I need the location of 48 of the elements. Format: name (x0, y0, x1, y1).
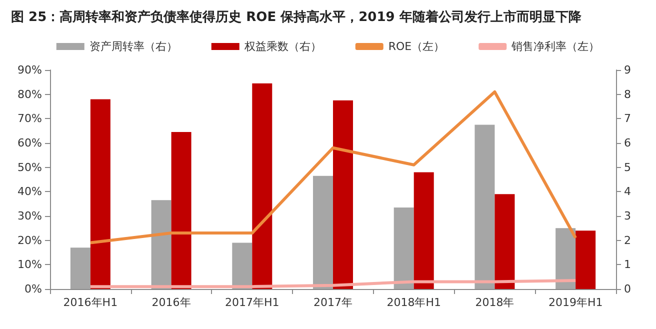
bar (313, 176, 333, 289)
y-tick-label: 30% (18, 210, 42, 222)
bar (494, 194, 515, 289)
x-tick-label: 2019年H1 (548, 296, 603, 309)
y2-tick-label: 8 (624, 88, 631, 101)
y-tick-label: 20% (18, 234, 42, 247)
y2-tick-label: 9 (624, 64, 631, 76)
y-tick-label: 0% (24, 282, 42, 296)
bar (90, 99, 110, 289)
y2-tick-label: 6 (624, 136, 631, 150)
y2-tick-label: 3 (624, 210, 631, 222)
y-tick-label: 50% (18, 160, 42, 174)
bar (232, 242, 252, 289)
bar (171, 132, 192, 289)
bar (474, 124, 495, 289)
y2-tick-label: 2 (624, 234, 631, 247)
bar (70, 248, 90, 289)
y2-tick-label: 0 (624, 282, 631, 296)
bar (333, 100, 353, 289)
x-tick-label: 2017年 (314, 296, 352, 309)
bar (252, 83, 272, 289)
line-series (88, 278, 578, 288)
x-tick-label: 2017年H1 (225, 296, 280, 309)
x-tick-label: 2018年 (475, 296, 514, 309)
legend-label: 资产周转率（右） (89, 40, 178, 53)
y2-tick-label: 1 (624, 258, 631, 272)
y-tick-label: 40% (18, 185, 42, 198)
legend-label: 权益乘数（右） (243, 40, 322, 53)
bar (556, 228, 576, 289)
bar (151, 200, 172, 289)
y2-tick-label: 7 (624, 112, 631, 126)
bar (394, 207, 414, 289)
y-tick-label: 60% (18, 136, 42, 150)
bar (414, 172, 434, 289)
y2-tick-label: 5 (624, 160, 631, 174)
x-tick-label: 2016年H1 (63, 296, 118, 309)
chart-title: 图 25：高周转率和资产负债率使得历史 ROE 保持高水平，2019 年随着公司发行上市而明显下降 (11, 9, 582, 25)
y2-tick-label: 4 (624, 185, 631, 198)
legend-label: 销售净利率（左） (510, 40, 600, 53)
x-tick-label: 2016年 (152, 296, 191, 309)
legend-label: ROE（左） (388, 40, 445, 53)
y-tick-label: 10% (18, 258, 42, 272)
x-tick-label: 2018年H1 (386, 296, 441, 309)
y-tick-label: 80% (18, 88, 42, 101)
bar (576, 230, 596, 289)
line-series (88, 90, 578, 244)
y-tick-label: 70% (18, 112, 42, 126)
y-tick-label: 90% (18, 64, 42, 76)
